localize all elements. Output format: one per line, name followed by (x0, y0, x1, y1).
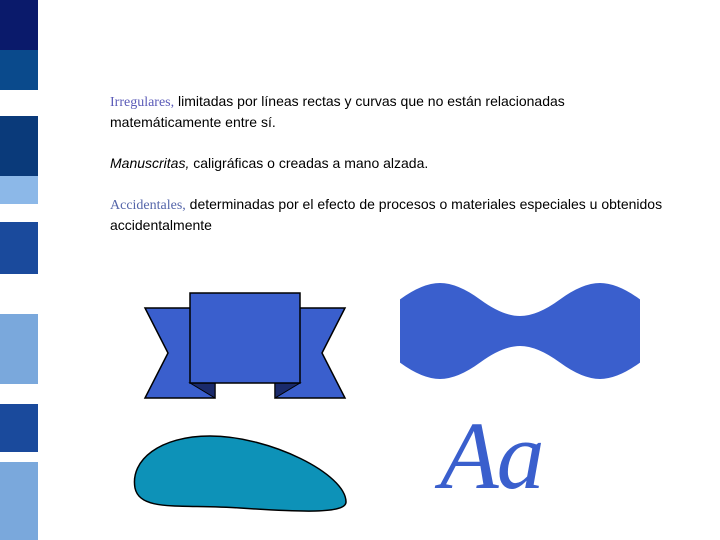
body-manuscritas: caligráficas o creadas a mano alzada. (189, 155, 428, 171)
sidebar-stripe (0, 404, 38, 452)
body-accidentales: determinadas por el efecto de procesos o… (110, 196, 662, 233)
sidebar-stripe (0, 314, 38, 384)
shapes-area: Aa (110, 280, 670, 530)
term-accidentales: Accidentales, (110, 198, 186, 213)
sidebar-stripe (0, 0, 38, 50)
term-irregulares: Irregulares, (110, 95, 174, 110)
sidebar-stripe (0, 452, 38, 462)
sidebar-stripe (0, 222, 38, 274)
paragraph-irregulares: Irregulares, limitadas por líneas rectas… (110, 92, 670, 132)
sidebar-stripe (0, 462, 38, 540)
sidebar-stripe (0, 50, 38, 90)
sidebar-stripe (0, 384, 38, 404)
blob-shape (120, 430, 350, 516)
paragraph-accidentales: Accidentales, determinadas por el efecto… (110, 195, 670, 235)
sidebar-stripe (0, 90, 38, 116)
sidebar-stripe (0, 274, 38, 314)
sidebar-stripe (0, 176, 38, 204)
wave-shape (400, 282, 640, 380)
aa-glyph: Aa (440, 400, 543, 511)
sidebar-stripe (0, 116, 38, 176)
term-manuscritas: Manuscritas, (110, 155, 189, 171)
sidebar-stripe (0, 204, 38, 222)
decorative-sidebar (0, 0, 38, 540)
body-irregulares: limitadas por líneas rectas y curvas que… (110, 93, 565, 130)
paragraph-manuscritas: Manuscritas, caligráficas o creadas a ma… (110, 154, 670, 173)
ribbon-shape (140, 288, 350, 418)
text-content: Irregulares, limitadas por líneas rectas… (110, 92, 670, 256)
